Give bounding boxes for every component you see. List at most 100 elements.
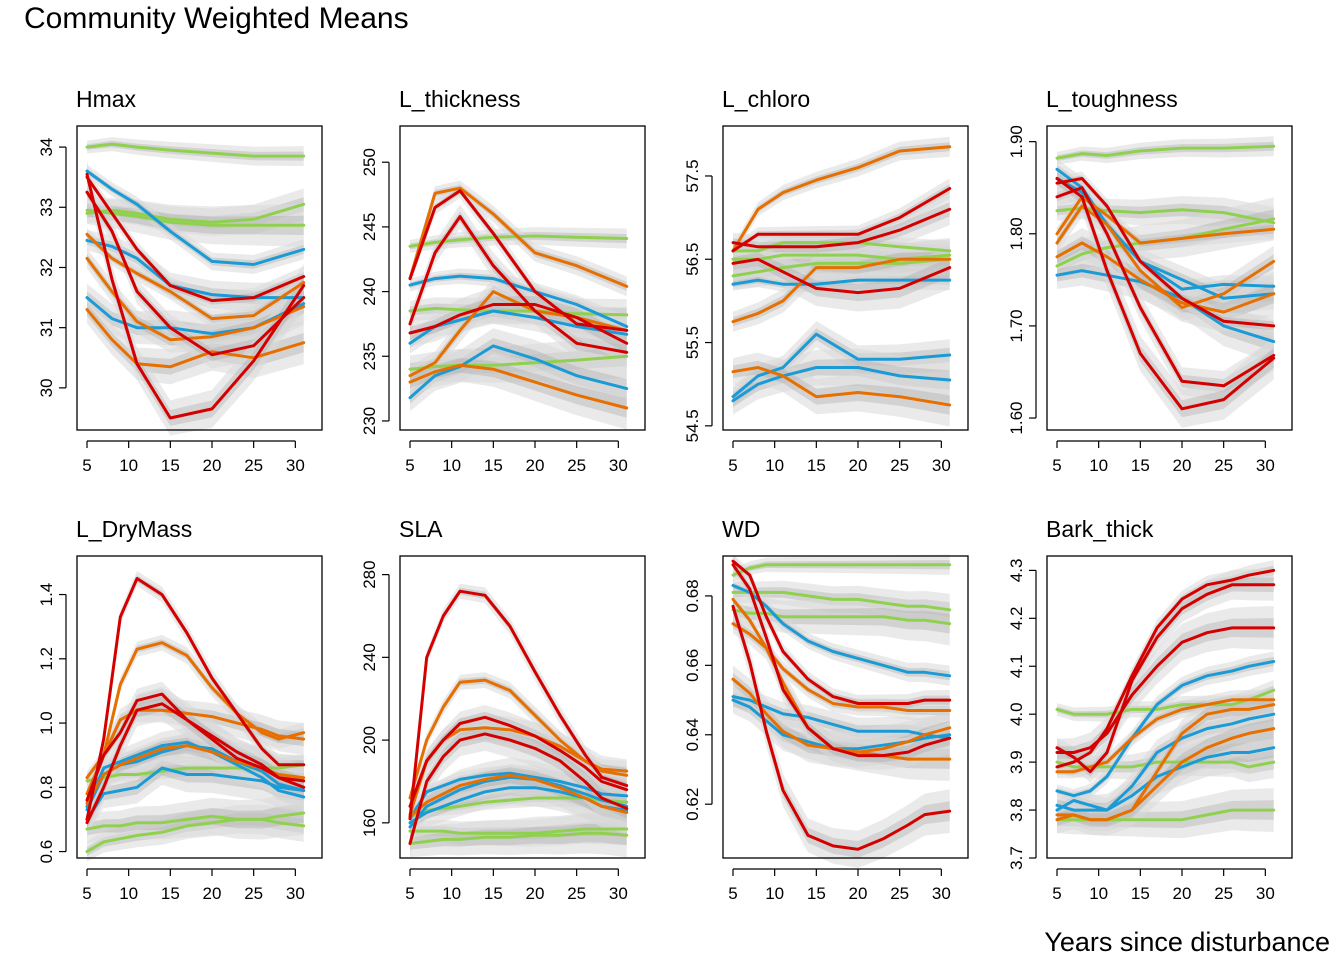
confidence-band <box>733 596 950 646</box>
x-tick-label: 5 <box>728 456 737 475</box>
plot-panel-3: 5 10 15 20 25 30 1.60 1.70 1.80 1.90 <box>1007 125 1293 475</box>
confidence-band <box>733 582 950 681</box>
confidence-band <box>87 686 304 837</box>
series-line-blue <box>731 332 952 399</box>
x-tick-label: 10 <box>119 884 138 903</box>
y-tick-label: 235 <box>360 342 379 370</box>
plot-frame <box>399 555 646 859</box>
series-line-red <box>731 559 952 705</box>
series-line-orange <box>731 366 952 407</box>
series-line-red <box>85 702 306 825</box>
plot-frame <box>76 125 323 431</box>
confidence-band <box>87 231 304 323</box>
plot-frame <box>1046 125 1293 431</box>
x-tick-label: 5 <box>1052 884 1061 903</box>
confidence-bands <box>1057 136 1274 428</box>
confidence-band <box>410 767 627 823</box>
panel-title: Hmax <box>76 86 137 112</box>
y-tick-label: 34 <box>37 138 56 157</box>
series-line-green <box>731 241 952 253</box>
confidence-band <box>1057 195 1274 322</box>
series-line-red <box>85 190 306 357</box>
series-line-blue <box>1055 269 1276 344</box>
confidence-band <box>733 244 950 312</box>
confidence-band <box>410 183 627 341</box>
x-tick-label: 30 <box>1256 456 1275 475</box>
y-tick-label: 240 <box>360 277 379 305</box>
y-tick-label: 0.8 <box>37 775 56 799</box>
y-tick-label: 1.2 <box>37 647 56 671</box>
series-line-red <box>1055 186 1276 388</box>
x-tick-label: 25 <box>244 884 263 903</box>
confidence-band <box>1057 618 1274 759</box>
confidence-band <box>87 168 304 426</box>
x-tick-label: 10 <box>119 456 138 475</box>
confidence-bands <box>87 137 304 436</box>
series-line-blue <box>408 344 629 400</box>
y-tick-label: 250 <box>360 148 379 176</box>
series-line-blue <box>408 775 629 829</box>
series-line-blue <box>408 274 629 328</box>
x-tick-label: 25 <box>567 884 586 903</box>
series-line-red <box>1055 568 1276 769</box>
x-tick-label: 30 <box>1256 884 1275 903</box>
x-tick-label: 25 <box>1214 456 1233 475</box>
x-tick-label: 20 <box>526 884 545 903</box>
x-tick-label: 30 <box>609 456 628 475</box>
confidence-band <box>1057 695 1274 775</box>
series-line-blue <box>1055 660 1276 798</box>
x-tick-label: 5 <box>405 884 414 903</box>
y-tick-label: 57.5 <box>683 159 702 192</box>
y-tick-label: 4.3 <box>1007 559 1026 583</box>
confidence-band <box>733 352 950 427</box>
panel-title: L_thickness <box>399 86 521 112</box>
series-line-green <box>85 202 306 224</box>
series-line-orange <box>408 773 629 819</box>
y-tick-label: 0.68 <box>683 579 702 612</box>
confidence-band <box>1057 172 1274 418</box>
plot-frame <box>76 555 323 859</box>
y-tick-label: 31 <box>37 318 56 337</box>
series-line-blue <box>85 766 306 821</box>
series-line-blue <box>731 278 952 286</box>
series-line-orange <box>731 145 952 253</box>
y-tick-label: 56.5 <box>683 243 702 276</box>
series-line-red <box>1055 177 1276 328</box>
x-tick-label: 15 <box>807 884 826 903</box>
series-line-green <box>731 563 952 577</box>
series-line-red <box>1055 177 1276 411</box>
series-line-green <box>1055 808 1276 822</box>
series-line-green <box>731 608 952 626</box>
y-tick-label: 160 <box>360 809 379 837</box>
panel-title: WD <box>722 516 761 542</box>
series-line-blue <box>85 169 306 266</box>
series-line-orange <box>731 597 952 712</box>
x-tick-label: 5 <box>82 456 91 475</box>
plot-frame <box>1046 555 1293 859</box>
series-line-green <box>408 234 629 248</box>
x-tick-label: 20 <box>1173 884 1192 903</box>
x-tick-label: 25 <box>890 456 909 475</box>
plot-panel-4: 5 10 15 20 25 30 0.6 0.8 1.0 1.2 1.4 <box>37 555 323 903</box>
confidence-band <box>410 676 627 801</box>
series-line-red <box>1055 626 1276 754</box>
confidence-band <box>733 554 950 713</box>
x-tick-label: 10 <box>442 456 461 475</box>
series-line-red <box>408 732 629 845</box>
x-tick-label: 15 <box>484 884 503 903</box>
x-tick-label: 20 <box>1173 456 1192 475</box>
y-tick-label: 4.2 <box>1007 606 1026 630</box>
panel-title: L_DryMass <box>76 516 193 542</box>
x-tick-label: 20 <box>203 456 222 475</box>
plot-frame <box>722 125 969 431</box>
x-tick-label: 30 <box>932 884 951 903</box>
x-tick-label: 20 <box>849 884 868 903</box>
plot-panel-0: 5 10 15 20 25 30 30 31 32 33 34 <box>37 125 323 475</box>
y-tick-label: 0.64 <box>683 718 702 751</box>
confidence-band <box>733 600 950 858</box>
series-line-red <box>85 577 306 821</box>
y-tick-label: 240 <box>360 643 379 671</box>
y-tick-label: 3.9 <box>1007 750 1026 774</box>
panel-title: SLA <box>399 516 443 542</box>
series-line-green <box>1055 688 1276 716</box>
